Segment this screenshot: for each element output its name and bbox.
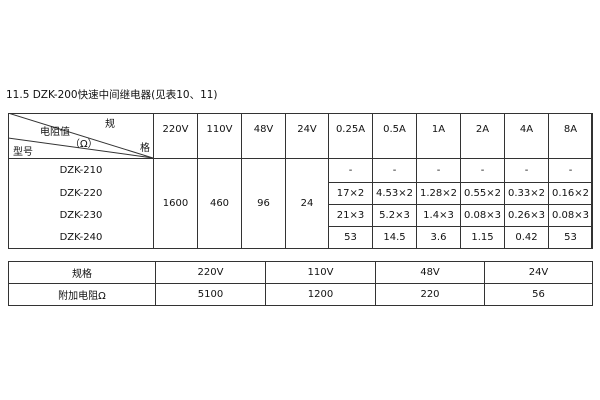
current-resistance-value: 4.53×2 <box>372 182 417 205</box>
column-header: 1A <box>416 113 461 159</box>
current-resistance-value: - <box>548 158 593 183</box>
current-resistance-value: 5.2×3 <box>372 204 417 227</box>
current-resistance-value: - <box>372 158 417 183</box>
table-cell: 220V <box>155 261 266 284</box>
table-cell: 110V <box>265 261 376 284</box>
table-cell: 24V <box>484 261 593 284</box>
current-resistance-value: 0.42 <box>504 226 549 249</box>
current-resistance-value: - <box>328 158 373 183</box>
table-cell: 1200 <box>265 283 376 306</box>
current-resistance-value: - <box>416 158 461 183</box>
current-resistance-value: 3.6 <box>416 226 461 249</box>
current-resistance-value: 1.28×2 <box>416 182 461 205</box>
column-header: 0.25A <box>328 113 373 159</box>
current-resistance-value: 0.26×3 <box>504 204 549 227</box>
voltage-resistance-value: 460 <box>197 158 242 249</box>
current-resistance-value: 14.5 <box>372 226 417 249</box>
current-resistance-value: 0.33×2 <box>504 182 549 205</box>
table-corner-header: 规 格 电阻值 （Ω） 型号 <box>8 113 153 158</box>
table-cell: 56 <box>484 283 593 306</box>
current-resistance-value: 0.55×2 <box>460 182 505 205</box>
table-cell: 5100 <box>155 283 266 306</box>
row-label: 附加电阻Ω <box>8 283 156 306</box>
column-header: 24V <box>285 113 329 159</box>
voltage-resistance-value: 96 <box>241 158 286 249</box>
voltage-resistance-value: 1600 <box>153 158 198 249</box>
column-header: 8A <box>548 113 593 159</box>
column-header: 2A <box>460 113 505 159</box>
column-header: 0.5A <box>372 113 417 159</box>
column-header: 48V <box>241 113 286 159</box>
corner-resistance: 电阻值 <box>40 127 70 138</box>
current-resistance-value: - <box>460 158 505 183</box>
current-resistance-value: 53 <box>548 226 593 249</box>
current-resistance-value: 1.4×3 <box>416 204 461 227</box>
model-label: DZK-230 <box>59 209 103 221</box>
current-resistance-value: 0.08×3 <box>460 204 505 227</box>
table-cell: 220 <box>375 283 485 306</box>
corner-spec-bottom: 格 <box>140 143 150 154</box>
current-resistance-value: 17×2 <box>328 182 373 205</box>
current-resistance-value: 1.15 <box>460 226 505 249</box>
column-header: 220V <box>153 113 198 159</box>
column-header: 110V <box>197 113 242 159</box>
model-label: DZK-240 <box>59 231 103 243</box>
model-label: DZK-220 <box>59 187 103 199</box>
corner-model: 型号 <box>13 147 33 158</box>
corner-unit: （Ω） <box>70 139 98 150</box>
current-resistance-value: 0.16×2 <box>548 182 593 205</box>
corner-spec-top: 规 <box>105 119 115 130</box>
table-cell: 48V <box>375 261 485 284</box>
current-resistance-value: 53 <box>328 226 373 249</box>
row-label: 规格 <box>8 261 156 284</box>
current-resistance-value: 0.08×3 <box>548 204 593 227</box>
current-resistance-value: - <box>504 158 549 183</box>
voltage-resistance-value: 24 <box>285 158 329 249</box>
model-label: DZK-210 <box>59 164 103 176</box>
column-header: 4A <box>504 113 549 159</box>
current-resistance-value: 21×3 <box>328 204 373 227</box>
section-title: 11.5 DZK-200快速中间继电器(见表10、11) <box>6 89 218 101</box>
